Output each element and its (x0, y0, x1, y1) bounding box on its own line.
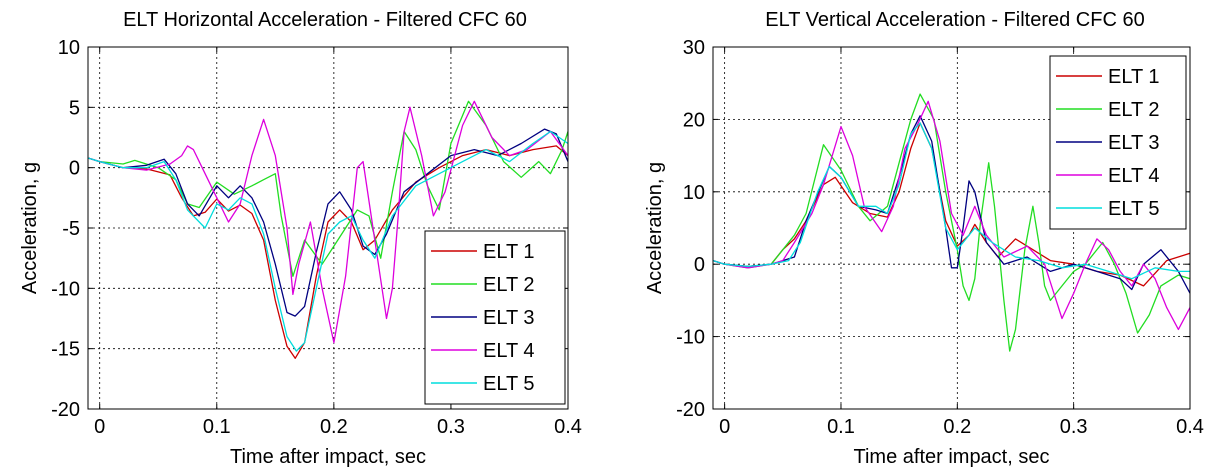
y-tick-label: 5 (69, 97, 80, 119)
x-tick-label: 0.2 (320, 416, 348, 438)
series-line-3 (88, 128, 568, 317)
legend-label-2: ELT 2 (1108, 99, 1160, 121)
series-line-3 (713, 115, 1190, 294)
series-line-5 (713, 122, 1190, 280)
y-axis-label: Acceleration, g (19, 162, 41, 294)
y-tick-label: 20 (683, 109, 705, 131)
y-tick-label: 30 (683, 37, 705, 59)
x-tick-label: 0 (719, 416, 730, 438)
y-tick-label: 0 (69, 158, 80, 180)
legend-label-2: ELT 2 (483, 274, 535, 296)
y-tick-label: -5 (62, 218, 80, 240)
x-tick-label: 0 (94, 416, 105, 438)
series-line-4 (88, 100, 568, 344)
x-tick-label: 0.1 (203, 416, 231, 438)
series-group (88, 100, 568, 359)
series-line-4 (713, 100, 1190, 331)
axes-frame (712, 46, 1191, 410)
x-tick-label: 0.3 (437, 416, 465, 438)
legend-label-1: ELT 1 (483, 241, 535, 263)
y-tick-label: -10 (676, 327, 705, 349)
x-tick-label: 0.4 (1176, 416, 1204, 438)
legend: ELT 1 ELT 2 ELT 3 ELT 4 ELT 5 (424, 230, 566, 405)
x-tick-label: 0.2 (943, 416, 971, 438)
y-tick-label: 0 (694, 254, 705, 276)
legend-label-5: ELT 5 (483, 373, 535, 395)
vertical-acceleration-chart: 0 0.1 0.2 0.3 0.4 -20 -10 0 10 20 30 ELT Vertical A… (644, 9, 1204, 468)
legend-label-3: ELT 3 (1108, 132, 1160, 154)
y-tick-label: 10 (683, 182, 705, 204)
horizontal-acceleration-chart: 0 0.1 0.2 0.3 0.4 -20 -15 -10 -5 0 5 10 ELT Horizont… (19, 9, 582, 468)
chart-title: ELT Horizontal Acceleration - Filtered C… (123, 9, 527, 31)
chart-title: ELT Vertical Acceleration - Filtered CFC… (765, 9, 1144, 31)
legend: ELT 1 ELT 2 ELT 3 ELT 4 ELT 5 (1049, 55, 1187, 230)
y-tick-label: -20 (51, 399, 80, 421)
legend-label-5: ELT 5 (1108, 198, 1160, 220)
x-tick-label: 0.3 (1060, 416, 1088, 438)
legend-label-1: ELT 1 (1108, 66, 1160, 88)
legend-label-4: ELT 4 (483, 340, 535, 362)
y-tick-label: -15 (51, 339, 80, 361)
series-line-5 (88, 130, 568, 352)
series-group (713, 93, 1190, 352)
x-axis-label: Time after impact, sec (230, 446, 426, 468)
y-tick-label: -10 (51, 278, 80, 300)
legend-label-3: ELT 3 (483, 307, 535, 329)
y-axis-label: Acceleration, g (644, 162, 666, 294)
y-tick-label: -20 (676, 399, 705, 421)
x-tick-label: 0.1 (827, 416, 855, 438)
x-tick-label: 0.4 (554, 416, 582, 438)
x-axis-label: Time after impact, sec (854, 446, 1050, 468)
axes-frame (87, 46, 569, 410)
y-tick-label: 10 (58, 37, 80, 59)
legend-label-4: ELT 4 (1108, 165, 1160, 187)
